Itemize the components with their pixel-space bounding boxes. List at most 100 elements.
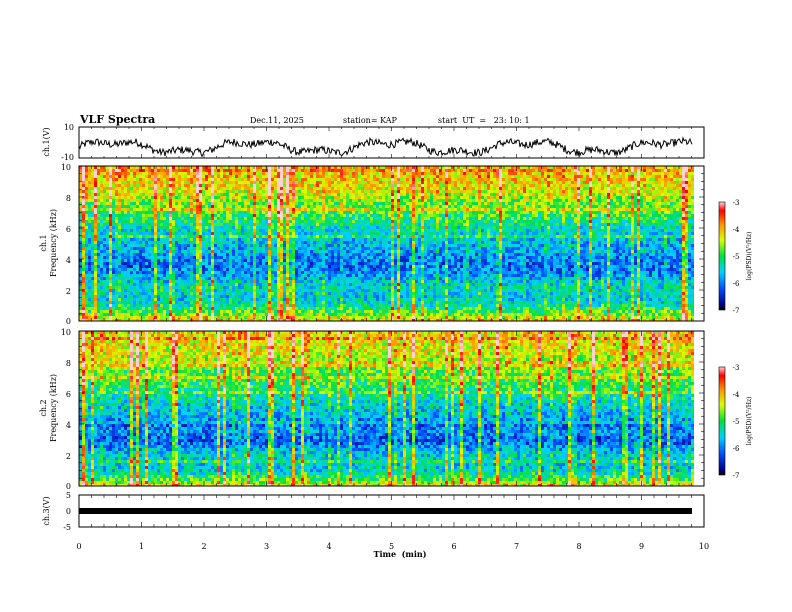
spectrogram-cell bbox=[316, 214, 319, 217]
spectrogram-cell bbox=[196, 274, 199, 277]
spectrogram-cell bbox=[313, 190, 316, 193]
spectrogram-cell bbox=[175, 214, 178, 217]
spectrogram-cell bbox=[145, 223, 148, 226]
spectrogram-cell bbox=[121, 298, 124, 301]
spectrogram-cell bbox=[340, 304, 343, 307]
spectrogram-cell bbox=[307, 202, 310, 205]
spectrogram-cell bbox=[283, 256, 286, 259]
spectrogram-cell bbox=[94, 220, 97, 223]
spectrogram-cell bbox=[205, 250, 208, 253]
spectrogram-cell bbox=[175, 247, 178, 250]
spectrogram-cell bbox=[217, 241, 220, 244]
spectrogram-cell bbox=[223, 295, 226, 298]
spectrogram-cell bbox=[106, 301, 109, 304]
spectrogram-cell bbox=[217, 178, 220, 181]
spectrogram-cell bbox=[328, 256, 331, 259]
spectrogram-cell bbox=[265, 175, 268, 178]
spectrogram-cell bbox=[118, 202, 121, 205]
spectrogram-cell bbox=[274, 310, 277, 313]
spectrogram-cell bbox=[238, 208, 241, 211]
spectrogram-cell bbox=[100, 247, 103, 250]
spectrogram-cell bbox=[103, 310, 106, 313]
spectrogram-cell bbox=[94, 214, 97, 217]
spectrogram-cell bbox=[304, 253, 307, 256]
spectrogram-cell bbox=[124, 229, 127, 232]
spectrogram-cell bbox=[250, 214, 253, 217]
spectrogram-cell bbox=[166, 178, 169, 181]
spectrogram-cell bbox=[136, 310, 139, 313]
spectrogram-cell bbox=[145, 166, 148, 169]
spectrogram-cell bbox=[202, 313, 205, 316]
spectrogram-cell bbox=[277, 208, 280, 211]
spectrogram-cell bbox=[232, 172, 235, 175]
spectrogram-cell bbox=[250, 211, 253, 214]
spectrogram-cell bbox=[313, 220, 316, 223]
spectrogram-cell bbox=[355, 184, 358, 187]
spectrogram-cell bbox=[337, 271, 340, 274]
spectrogram-cell bbox=[322, 298, 325, 301]
spectrogram-cell bbox=[331, 298, 334, 301]
spectrogram-cell bbox=[346, 283, 349, 286]
spectrogram-cell bbox=[277, 277, 280, 280]
spectrogram-cell bbox=[172, 313, 175, 316]
spectrogram-cell bbox=[202, 283, 205, 286]
spectrogram-cell bbox=[298, 229, 301, 232]
spectrogram-cell bbox=[325, 250, 328, 253]
spectrogram-cell bbox=[88, 229, 91, 232]
spectrogram-cell bbox=[274, 211, 277, 214]
spectrogram-cell bbox=[187, 262, 190, 265]
spectrogram-cell bbox=[121, 220, 124, 223]
spectrogram-cell bbox=[91, 235, 94, 238]
spectrogram-cell bbox=[250, 256, 253, 259]
spectrogram-cell bbox=[310, 319, 313, 321]
spectrogram-cell bbox=[139, 199, 142, 202]
spectrogram-cell bbox=[184, 214, 187, 217]
spectrogram-cell bbox=[211, 286, 214, 289]
spectrogram-cell bbox=[250, 259, 253, 262]
spectrogram-cell bbox=[133, 310, 136, 313]
spectrogram-cell bbox=[178, 310, 181, 313]
spectrogram-cell bbox=[181, 256, 184, 259]
spectrogram-cell bbox=[244, 169, 247, 172]
spectrogram-cell bbox=[340, 190, 343, 193]
spectrogram-cell bbox=[175, 316, 178, 319]
spectrogram-cell bbox=[253, 301, 256, 304]
spectrogram-cell bbox=[289, 247, 292, 250]
spectrogram-cell bbox=[124, 178, 127, 181]
spectrogram-cell bbox=[157, 211, 160, 214]
spectrogram-cell bbox=[262, 187, 265, 190]
spectrogram-cell bbox=[109, 310, 112, 313]
spectrogram-cell bbox=[280, 202, 283, 205]
spectrogram-cell bbox=[172, 268, 175, 271]
spectrogram-cell bbox=[205, 289, 208, 292]
spectrogram-cell bbox=[124, 193, 127, 196]
spectrogram-cell bbox=[352, 187, 355, 190]
spectrogram-cell bbox=[133, 205, 136, 208]
spectrogram-cell bbox=[262, 193, 265, 196]
spectrogram-cell bbox=[199, 226, 202, 229]
spectrogram-cell bbox=[301, 205, 304, 208]
spectrogram-cell bbox=[340, 187, 343, 190]
spectrogram-cell bbox=[130, 259, 133, 262]
spectrogram-cell bbox=[187, 283, 190, 286]
spectrogram-cell bbox=[160, 166, 163, 169]
spectrogram-cell bbox=[292, 226, 295, 229]
spectrogram-cell bbox=[190, 211, 193, 214]
spectrogram-cell bbox=[151, 277, 154, 280]
spectrogram-cell bbox=[283, 286, 286, 289]
spectrogram-cell bbox=[145, 199, 148, 202]
spectrogram-cell bbox=[325, 277, 328, 280]
spectrogram-cell bbox=[241, 283, 244, 286]
spectrogram-cell bbox=[316, 256, 319, 259]
spectrogram-cell bbox=[238, 274, 241, 277]
spectrogram-cell bbox=[253, 277, 256, 280]
spectrogram-cell bbox=[109, 283, 112, 286]
spectrogram-cell bbox=[178, 217, 181, 220]
spectrogram-cell bbox=[253, 250, 256, 253]
spectrogram-cell bbox=[289, 319, 292, 321]
spectrogram-cell bbox=[298, 232, 301, 235]
spectrogram-cell bbox=[157, 253, 160, 256]
spectrogram-cell bbox=[208, 181, 211, 184]
spectrogram-cell bbox=[82, 166, 85, 169]
spectrogram-cell bbox=[325, 178, 328, 181]
